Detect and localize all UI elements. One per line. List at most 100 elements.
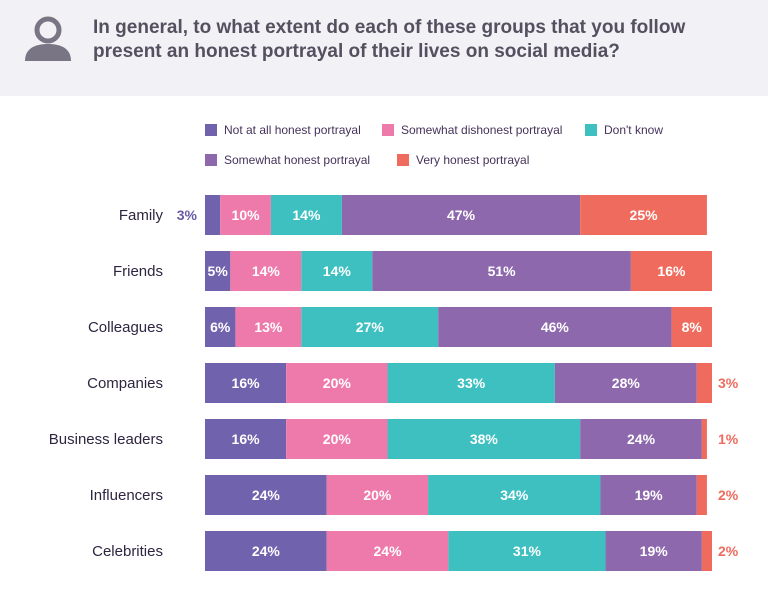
data-label: 16% (657, 263, 686, 279)
bar-segment-somewhat-dishonest (326, 475, 429, 515)
data-label: 3% (177, 207, 198, 223)
data-label: 20% (363, 487, 392, 503)
legend-swatch-somewhat-honest (205, 154, 217, 166)
data-label: 14% (292, 207, 321, 223)
category-label: Family (119, 207, 164, 224)
bar-segment-very-honest (671, 307, 712, 347)
bar-segment-dont-know (301, 251, 373, 291)
bar-segment-somewhat-honest (580, 419, 702, 459)
bar-segment-very-honest (696, 475, 707, 515)
data-label: 1% (718, 431, 739, 447)
data-label: 25% (630, 207, 659, 223)
data-label: 24% (252, 543, 281, 559)
data-label: 38% (470, 431, 499, 447)
bar-segment-not-at-all (205, 251, 231, 291)
chart-title: In general, to what extent do each of th… (93, 17, 686, 62)
bar-segment-dont-know (428, 475, 601, 515)
bar-segment-not-at-all (205, 475, 327, 515)
data-label: 46% (541, 319, 570, 335)
data-label: 19% (640, 543, 669, 559)
data-label: 16% (232, 431, 261, 447)
bar-segment-very-honest (696, 363, 712, 403)
bar-row: Family 3% 10% 14% 47% 25% (119, 195, 707, 235)
data-label: 2% (718, 543, 739, 559)
data-label: 24% (252, 487, 281, 503)
legend-label: Somewhat dishonest portrayal (401, 123, 563, 137)
legend-swatch-not-at-all (205, 124, 217, 136)
data-label: 2% (718, 487, 739, 503)
data-label: 20% (323, 375, 352, 391)
data-label: 31% (513, 543, 542, 559)
legend-item-somewhat-dishonest: Somewhat dishonest portrayal (382, 122, 562, 138)
bar-segment-not-at-all (205, 419, 287, 459)
bar-row: Celebrities 24% 24% 31% 19% 2% (92, 531, 739, 571)
data-label: 10% (232, 207, 261, 223)
bar-segment-somewhat-honest (438, 307, 672, 347)
data-label: 13% (254, 319, 283, 335)
legend-item-somewhat-honest: Somewhat honest portrayal (205, 152, 370, 168)
bar-segment-very-honest (701, 531, 712, 571)
bar-segment-not-at-all (205, 531, 327, 571)
bar-segment-very-honest (630, 251, 712, 291)
data-label: 6% (210, 319, 231, 335)
data-label: 27% (356, 319, 385, 335)
legend-item-dont-know: Don't know (585, 122, 663, 138)
data-label: 5% (208, 263, 229, 279)
legend-swatch-somewhat-dishonest (382, 124, 394, 136)
bar-row: Business leaders 16% 20% 38% 24% 1% (49, 419, 739, 459)
category-label: Business leaders (49, 431, 163, 448)
data-label: 51% (488, 263, 517, 279)
category-label: Influencers (90, 487, 163, 504)
legend-item-not-at-all: Not at all honest portrayal (205, 122, 361, 138)
bar-segment-somewhat-dishonest (235, 307, 302, 347)
bar-segment-very-honest (701, 419, 707, 459)
data-label: 28% (612, 375, 641, 391)
data-label: 3% (718, 375, 739, 391)
bar-segment-somewhat-dishonest (286, 363, 388, 403)
data-label: 16% (232, 375, 261, 391)
person-icon (25, 16, 71, 61)
legend-label: Not at all honest portrayal (224, 123, 361, 137)
bar-segment-somewhat-dishonest (230, 251, 302, 291)
legend-swatch-very-honest (397, 154, 409, 166)
bar-segment-very-honest (580, 195, 707, 235)
category-label: Celebrities (92, 543, 163, 560)
legend-label: Don't know (604, 123, 663, 137)
data-label: 33% (457, 375, 486, 391)
category-label: Colleagues (88, 319, 163, 336)
data-label: 24% (374, 543, 403, 559)
header-banner: In general, to what extent do each of th… (0, 0, 768, 96)
bar-segment-somewhat-honest (341, 195, 581, 235)
data-label: 20% (323, 431, 352, 447)
bar-segment-dont-know (270, 195, 342, 235)
bar-segment-somewhat-honest (372, 251, 631, 291)
bar-segment-somewhat-dishonest (220, 195, 271, 235)
bar-segment-dont-know (387, 363, 555, 403)
legend-swatch-dont-know (585, 124, 597, 136)
bar-segment-somewhat-dishonest (326, 531, 449, 571)
data-label: 47% (447, 207, 476, 223)
legend-label: Very honest portrayal (416, 153, 530, 167)
data-label: 14% (323, 263, 352, 279)
data-label: 24% (627, 431, 656, 447)
category-label: Companies (87, 375, 163, 392)
data-label: 8% (682, 319, 703, 335)
category-label: Friends (113, 263, 163, 280)
bar-row: Influencers 24% 20% 34% 19% 2% (90, 475, 739, 515)
data-label: 34% (500, 487, 529, 503)
bar-segment-dont-know (448, 531, 606, 571)
bar-row: Colleagues 6% 13% 27% 46% 8% (88, 307, 712, 347)
bar-segment-somewhat-honest (605, 531, 702, 571)
bar-row: Companies 16% 20% 33% 28% 3% (87, 363, 739, 403)
bar-segment-not-at-all (205, 307, 236, 347)
bar-segment-somewhat-honest (600, 475, 697, 515)
bar-segment-not-at-all (205, 195, 221, 235)
bar-row: Friends 5% 14% 14% 51% 16% (113, 251, 712, 291)
bar-segment-somewhat-honest (554, 363, 697, 403)
legend-item-very-honest: Very honest portrayal (397, 152, 529, 168)
bar-segment-dont-know (301, 307, 439, 347)
data-label: 14% (252, 263, 281, 279)
bar-segment-dont-know (387, 419, 581, 459)
bar-segment-not-at-all (205, 363, 287, 403)
